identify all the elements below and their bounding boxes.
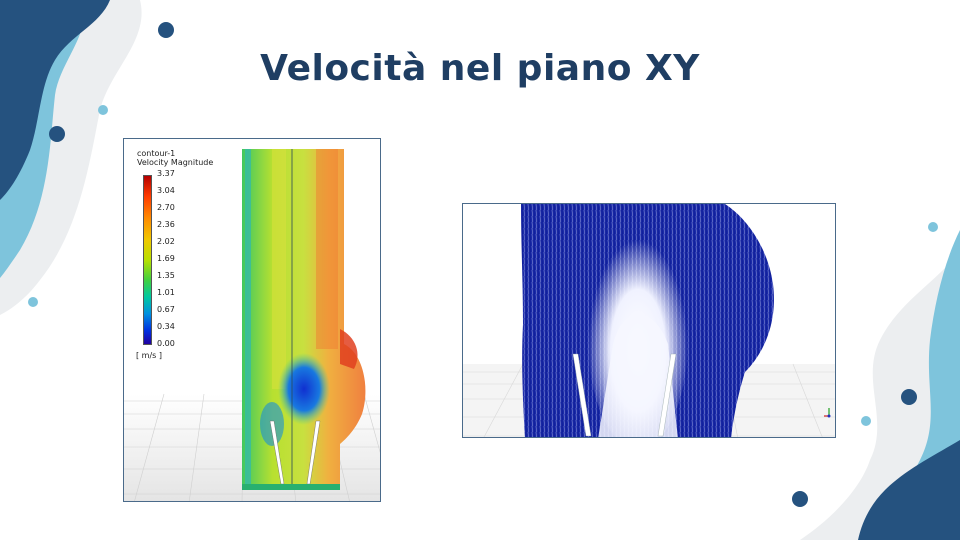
tick-label: 1.35 — [157, 271, 175, 280]
unit-label: [ m/s ] — [136, 351, 162, 360]
dot — [861, 416, 871, 426]
tick-label: 3.04 — [157, 186, 175, 195]
dot — [49, 126, 65, 142]
dot — [928, 222, 938, 232]
dot — [98, 105, 108, 115]
tick-label: 1.69 — [157, 254, 175, 263]
top-left-dark-blob — [0, 0, 110, 200]
contour-quantity: Velocity Magnitude — [137, 158, 214, 167]
tick-label: 2.70 — [157, 203, 175, 212]
slide-title: Velocità nel piano XY — [260, 48, 700, 89]
dot — [28, 297, 38, 307]
tick-label: 3.37 — [157, 169, 175, 178]
tick-label: 0.67 — [157, 305, 175, 314]
contour-plot — [124, 149, 380, 501]
velocity-vector-image — [462, 203, 836, 438]
color-scale-bar — [143, 175, 152, 345]
dot — [158, 22, 174, 38]
velocity-contour-image: contour-1 Velocity Magnitude 3.37 3.04 2… — [123, 138, 381, 502]
tick-label: 2.02 — [157, 237, 175, 246]
bottom-right-dark-blob — [858, 440, 960, 540]
tick-label: 0.00 — [157, 339, 175, 348]
dot — [792, 491, 808, 507]
tick-label: 0.34 — [157, 322, 175, 331]
dot — [901, 389, 917, 405]
contour-name: contour-1 — [137, 149, 176, 158]
axis-triad-icon — [824, 408, 831, 418]
vector-plot — [463, 204, 835, 437]
tick-label: 1.01 — [157, 288, 175, 297]
tick-label: 2.36 — [157, 220, 175, 229]
